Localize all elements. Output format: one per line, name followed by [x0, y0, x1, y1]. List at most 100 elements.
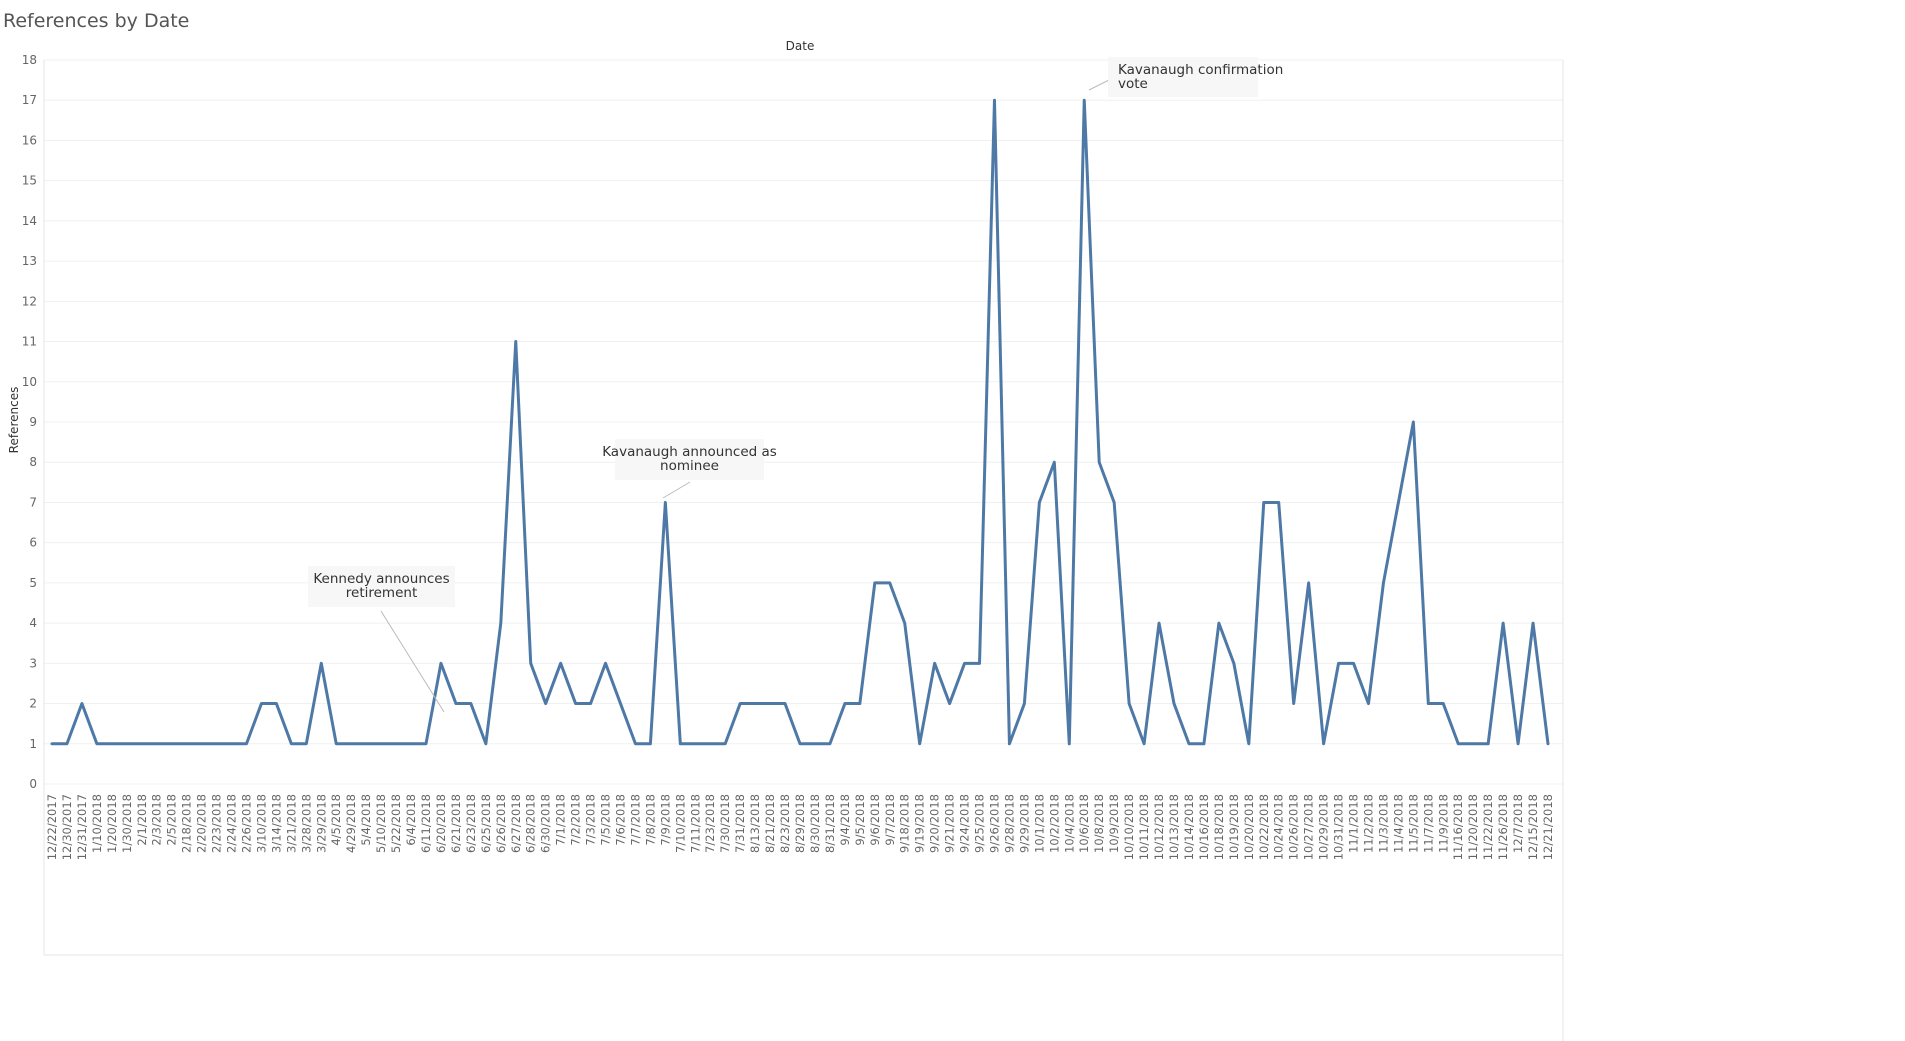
- y-tick-label: 6: [29, 536, 37, 550]
- x-tick-label: 5/10/2018: [374, 794, 388, 853]
- x-tick-label: 2/18/2018: [180, 794, 194, 853]
- x-tick-label: 7/2/2018: [569, 794, 583, 846]
- x-tick-label: 7/31/2018: [733, 794, 747, 853]
- x-tick-label: 10/20/2018: [1242, 794, 1256, 860]
- x-tick-label: 9/7/2018: [883, 794, 897, 846]
- x-tick-label: 2/26/2018: [239, 794, 253, 853]
- x-tick-label: 9/18/2018: [898, 794, 912, 853]
- x-tick-label: 10/16/2018: [1197, 794, 1211, 860]
- annotation-text: vote: [1118, 76, 1148, 92]
- x-tick-label: 2/1/2018: [135, 794, 149, 846]
- x-tick-label: 10/14/2018: [1182, 794, 1196, 860]
- x-tick-label: 10/26/2018: [1287, 794, 1301, 860]
- x-tick-label: 5/4/2018: [359, 794, 373, 846]
- x-tick-label: 10/22/2018: [1257, 794, 1271, 860]
- x-tick-label: 7/6/2018: [613, 794, 627, 846]
- x-tick-label: 3/21/2018: [284, 794, 298, 853]
- x-tick-label: 11/7/2018: [1421, 794, 1435, 853]
- x-tick-label: 11/26/2018: [1496, 794, 1510, 860]
- x-tick-label: 6/23/2018: [464, 794, 478, 853]
- x-tick-label: 2/20/2018: [195, 794, 209, 853]
- x-tick-label: 6/26/2018: [494, 794, 508, 853]
- x-tick-label: 6/27/2018: [509, 794, 523, 853]
- y-tick-label: 5: [29, 576, 37, 590]
- x-tick-label: 9/6/2018: [868, 794, 882, 846]
- x-tick-label: 9/5/2018: [853, 794, 867, 846]
- y-tick-label: 13: [22, 254, 37, 268]
- x-tick-label: 8/31/2018: [823, 794, 837, 853]
- x-tick-label: 7/3/2018: [584, 794, 598, 846]
- annotation-text: Kavanaugh confirmation: [1118, 62, 1283, 78]
- x-tick-label: 12/21/2018: [1541, 794, 1555, 860]
- x-tick-label: 4/5/2018: [329, 794, 343, 846]
- x-tick-label: 9/20/2018: [928, 794, 942, 853]
- x-tick-label: 11/22/2018: [1481, 794, 1495, 860]
- x-tick-label: 7/9/2018: [658, 794, 672, 846]
- y-tick-label: 14: [22, 214, 37, 228]
- x-tick-label: 8/30/2018: [808, 794, 822, 853]
- x-tick-label: 2/24/2018: [225, 794, 239, 853]
- annotation-leader-line: [380, 610, 445, 713]
- y-tick-label: 1: [29, 737, 37, 751]
- x-tick-label: 12/30/2017: [60, 794, 74, 860]
- x-tick-label: 10/2/2018: [1047, 794, 1061, 853]
- x-tick-label: 1/30/2018: [120, 794, 134, 853]
- y-tick-label: 7: [29, 495, 37, 509]
- y-tick-label: 12: [22, 294, 37, 308]
- y-tick-label: 15: [22, 174, 37, 188]
- annotation-box: [615, 439, 764, 480]
- x-tick-label: 9/24/2018: [958, 794, 972, 853]
- x-tick-label: 10/18/2018: [1212, 794, 1226, 860]
- x-axis-title: Date: [786, 39, 815, 53]
- x-tick-label: 6/25/2018: [479, 794, 493, 853]
- x-tick-label: 12/7/2018: [1511, 794, 1525, 853]
- x-tick-label: 10/1/2018: [1032, 794, 1046, 853]
- x-tick-label: 9/19/2018: [913, 794, 927, 853]
- y-tick-label: 10: [22, 375, 37, 389]
- x-tick-label: 10/10/2018: [1122, 794, 1136, 860]
- x-tick-label: 7/1/2018: [554, 794, 568, 846]
- x-tick-label: 10/19/2018: [1227, 794, 1241, 860]
- annotation-text: retirement: [346, 585, 417, 601]
- x-tick-label: 6/30/2018: [539, 794, 553, 853]
- x-tick-label: 10/31/2018: [1332, 794, 1346, 860]
- x-tick-label: 12/15/2018: [1526, 794, 1540, 860]
- x-tick-label: 12/31/2017: [75, 794, 89, 860]
- y-tick-label: 17: [22, 93, 37, 107]
- x-tick-label: 7/8/2018: [643, 794, 657, 846]
- x-tick-label: 8/13/2018: [748, 794, 762, 853]
- x-tick-label: 11/4/2018: [1391, 794, 1405, 853]
- x-tick-label: 6/28/2018: [524, 794, 538, 853]
- x-tick-label: 7/23/2018: [703, 794, 717, 853]
- x-tick-label: 4/29/2018: [344, 794, 358, 853]
- x-tick-label: 1/10/2018: [90, 794, 104, 853]
- y-tick-label: 2: [29, 697, 37, 711]
- y-axis-title: References: [7, 387, 21, 454]
- x-tick-label: 6/20/2018: [434, 794, 448, 853]
- grid-lines: [44, 59, 1563, 785]
- y-tick-label: 11: [22, 335, 37, 349]
- x-tick-label: 9/4/2018: [838, 794, 852, 846]
- x-tick-label: 11/9/2018: [1436, 794, 1450, 853]
- y-tick-label: 16: [22, 133, 37, 147]
- annotation-leader-line: [662, 481, 691, 499]
- annotation-text: Kavanaugh announced as: [602, 444, 777, 460]
- x-tick-label: 3/29/2018: [314, 794, 328, 853]
- x-tick-label: 12/22/2017: [45, 794, 59, 860]
- x-tick-label: 9/29/2018: [1017, 794, 1031, 853]
- x-tick-label: 10/4/2018: [1062, 794, 1076, 853]
- x-tick-label: 3/10/2018: [254, 794, 268, 853]
- x-tick-label: 10/12/2018: [1152, 794, 1166, 860]
- x-tick-label: 10/27/2018: [1302, 794, 1316, 860]
- y-tick-label: 18: [22, 53, 37, 67]
- x-tick-label: 9/25/2018: [973, 794, 987, 853]
- x-tick-label: 9/28/2018: [1002, 794, 1016, 853]
- x-tick-label: 8/21/2018: [763, 794, 777, 853]
- data-points: [51, 100, 1549, 744]
- x-tick-label: 8/29/2018: [793, 794, 807, 853]
- x-tick-label: 11/3/2018: [1376, 794, 1390, 853]
- x-tick-label: 2/5/2018: [165, 794, 179, 846]
- x-tick-label: 10/24/2018: [1272, 794, 1286, 860]
